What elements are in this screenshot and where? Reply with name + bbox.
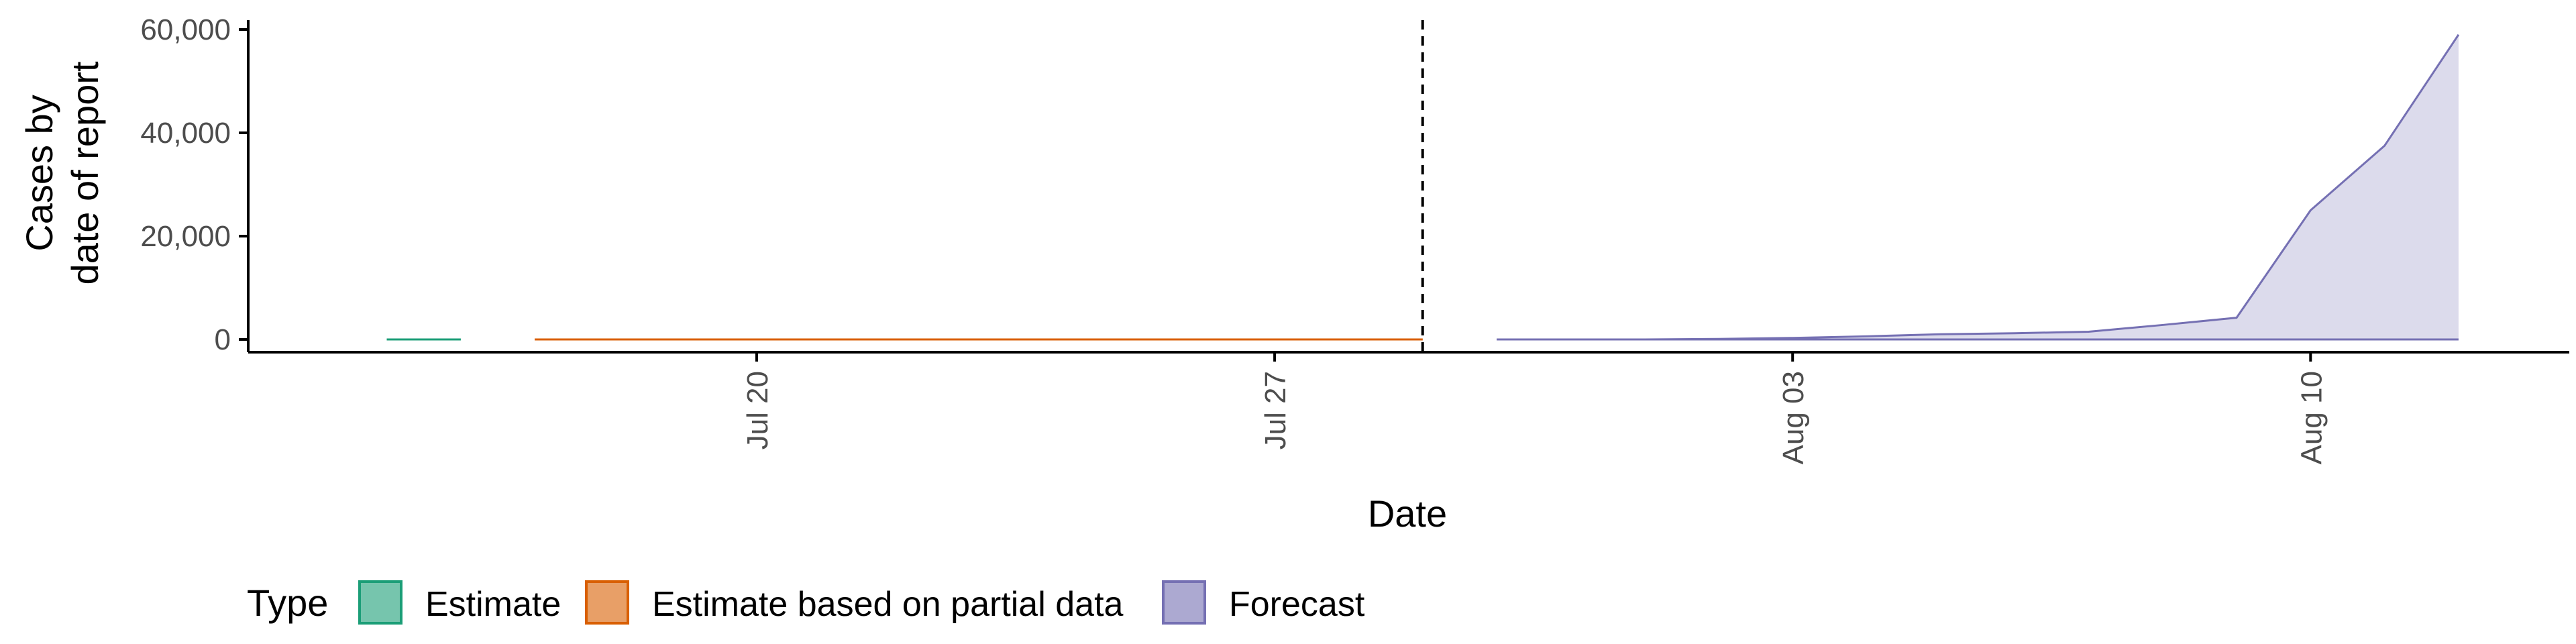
legend-label-partial: Estimate based on partial data bbox=[652, 585, 1124, 624]
legend-key-partial bbox=[585, 580, 629, 625]
x-tick-label: Jul 27 bbox=[1259, 371, 1292, 449]
legend: Type Estimate Estimate based on partial … bbox=[247, 580, 1365, 625]
legend-key-forecast bbox=[1162, 580, 1206, 625]
legend-label-estimate: Estimate bbox=[425, 585, 561, 624]
legend-label-forecast: Forecast bbox=[1229, 585, 1365, 624]
y-axis-title-line-2: date of report bbox=[64, 61, 106, 285]
x-axis-ticks: Jul 20 Jul 27 Aug 03 Aug 10 bbox=[741, 352, 2328, 464]
y-tick-label: 20,000 bbox=[140, 220, 231, 253]
y-tick-label: 60,000 bbox=[140, 13, 231, 46]
x-tick-label: Jul 20 bbox=[741, 371, 774, 449]
series-area-forecast bbox=[1497, 34, 2459, 339]
x-tick-label: Aug 03 bbox=[1777, 371, 1810, 464]
x-axis-title: Date bbox=[1368, 492, 1447, 535]
chart-axes: 0 20,000 40,000 60,000 Jul 20 Jul 27 Aug 03 Au… bbox=[140, 13, 2569, 464]
y-axis-title-line-1: Cases by bbox=[18, 95, 60, 251]
y-axis-ticks: 0 20,000 40,000 60,000 bbox=[140, 13, 248, 356]
x-tick-label: Aug 10 bbox=[2295, 371, 2328, 464]
legend-key-estimate bbox=[358, 580, 402, 625]
legend-title: Type bbox=[247, 582, 328, 624]
y-tick-label: 40,000 bbox=[140, 117, 231, 150]
y-tick-label: 0 bbox=[215, 323, 231, 356]
chart-marks bbox=[386, 34, 2460, 341]
